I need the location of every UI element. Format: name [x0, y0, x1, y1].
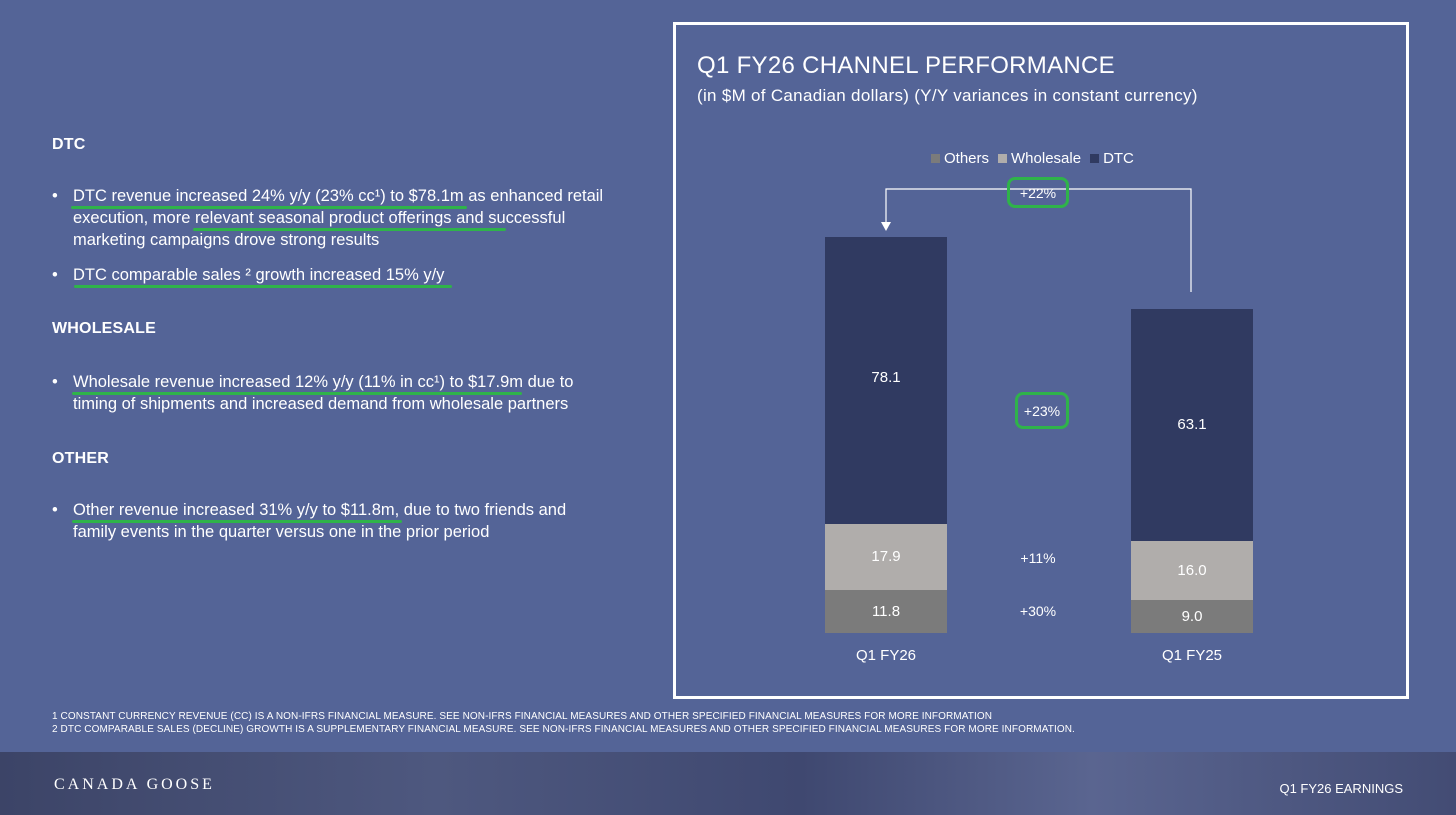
bullet-dot: • — [52, 187, 58, 205]
data-label-wholesale-0: 17.9 — [871, 548, 901, 566]
bullet-dot: • — [52, 373, 58, 391]
footnote-2: 2 DTC COMPARABLE SALES (DECLINE) GROWTH … — [52, 724, 1075, 735]
legend-swatch-dtc — [1090, 154, 1100, 163]
highlight-underline — [72, 392, 522, 395]
chart-title: Q1 FY26 CHANNEL PERFORMANCE — [697, 52, 1115, 79]
bar-others-1: 9.0 — [1131, 599, 1253, 633]
bar-others-0: 11.8 — [825, 589, 947, 633]
bar-wholesale-1: 16.0 — [1131, 541, 1253, 600]
data-label-wholesale-1: 16.0 — [1177, 562, 1207, 580]
bullet-dot: • — [52, 501, 58, 519]
legend-label-others: Others — [944, 150, 990, 167]
legend-swatch-others — [931, 154, 940, 163]
footer-band — [0, 752, 1456, 815]
footnote-1: 1 CONSTANT CURRENCY REVENUE (CC) IS A NO… — [52, 711, 993, 722]
other-bullet-1: • Other revenue increased 31% y/y to $11… — [52, 499, 612, 543]
legend-label-dtc: DTC — [1103, 150, 1134, 167]
wholesale-bullet-1-text: Wholesale revenue increased 12% y/y (11%… — [73, 373, 574, 413]
variance-others: +30% — [1019, 603, 1057, 619]
variance-total: +22% — [1019, 184, 1057, 201]
variance-total-badge: +22% — [1007, 177, 1069, 208]
data-label-dtc-1: 63.1 — [1177, 415, 1207, 433]
chart-subtitle: (in $M of Canadian dollars) (Y/Y varianc… — [697, 86, 1198, 105]
x-label-q1fy26: Q1 FY26 — [855, 647, 917, 664]
chart-panel — [673, 22, 1409, 699]
variance-wholesale: +11% — [1020, 550, 1056, 566]
bar-wholesale-0: 17.9 — [825, 523, 947, 590]
highlight-underline — [72, 520, 402, 523]
highlight-underline — [193, 228, 506, 231]
dtc-bullet-1: • DTC revenue increased 24% y/y (23% cc¹… — [52, 185, 612, 251]
brand-logo: CANADA GOOSE — [54, 776, 215, 793]
variance-dtc: +23% — [1023, 402, 1061, 419]
chart-legend: Others Wholesale DTC — [931, 150, 1134, 167]
data-label-dtc-0: 78.1 — [871, 368, 901, 386]
dtc-bullet-2-text: DTC comparable sales ² growth increased … — [73, 266, 445, 284]
legend-label-wholesale: Wholesale — [1011, 150, 1082, 167]
data-label-others-0: 11.8 — [871, 602, 901, 620]
x-label-q1fy25: Q1 FY25 — [1161, 647, 1223, 664]
bar-dtc-1: 63.1 — [1131, 309, 1253, 542]
variance-dtc-badge: +23% — [1015, 392, 1069, 429]
data-label-others-1: 9.0 — [1181, 607, 1203, 625]
bullet-dot: • — [52, 266, 58, 284]
highlight-underline — [71, 206, 467, 209]
legend-swatch-wholesale — [998, 154, 1008, 163]
earnings-label: Q1 FY26 EARNINGS — [1279, 781, 1403, 796]
highlight-underline — [74, 285, 452, 288]
dtc-heading: DTC — [52, 136, 86, 153]
bar-dtc-0: 78.1 — [825, 237, 947, 524]
other-bullet-1-text: Other revenue increased 31% y/y to $11.8… — [73, 501, 567, 541]
other-heading: OTHER — [52, 450, 109, 467]
dtc-bullet-2: • DTC comparable sales ² growth increase… — [52, 264, 612, 286]
dtc-bullet-1-text: DTC revenue increased 24% y/y (23% cc¹) … — [73, 187, 604, 249]
wholesale-heading: WHOLESALE — [52, 320, 157, 337]
wholesale-bullet-1: • Wholesale revenue increased 12% y/y (1… — [52, 371, 612, 415]
